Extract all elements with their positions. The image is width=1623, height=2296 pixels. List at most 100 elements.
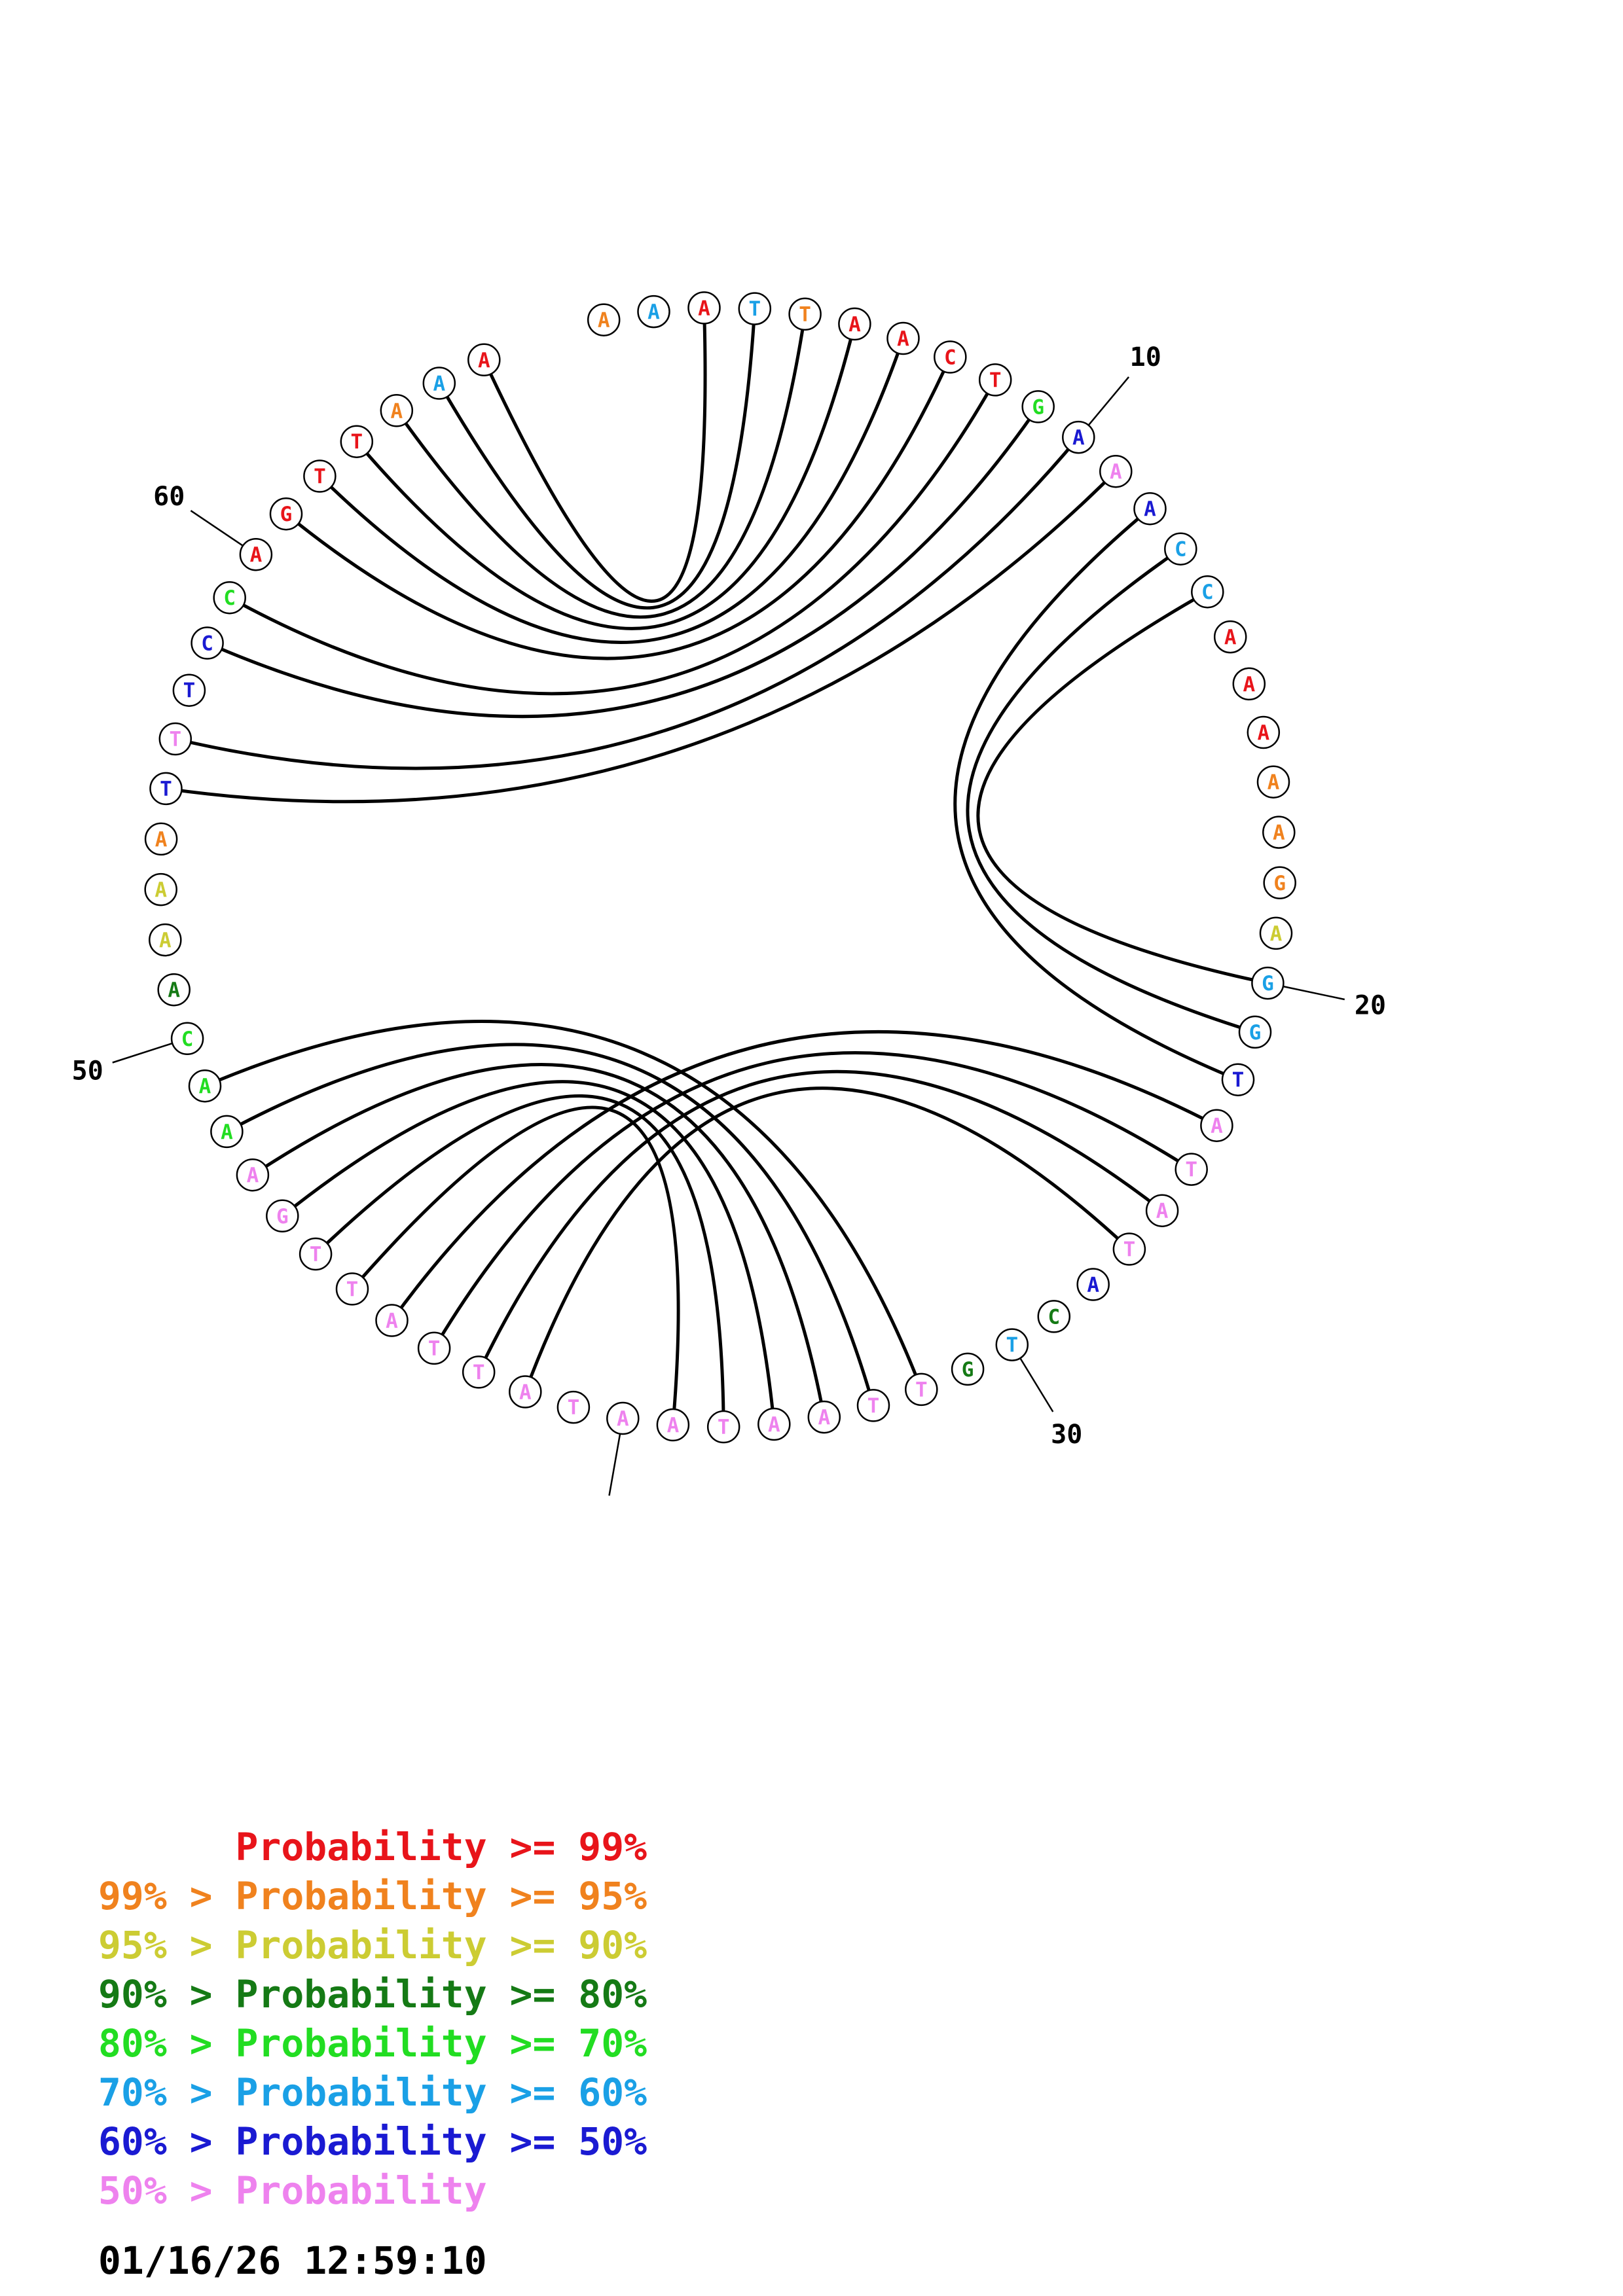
nucleotide-circle	[239, 537, 273, 571]
nucleotide-letter: A	[1243, 673, 1255, 696]
nucleotide: A	[1200, 1109, 1233, 1142]
position-label: 10	[1130, 342, 1161, 372]
nucleotide-letter: A	[250, 543, 263, 567]
legend-row: 95% > Probability >= 90%	[98, 1923, 647, 1967]
nucleotide: A	[239, 537, 273, 571]
nucleotide-circle	[556, 1390, 591, 1424]
nucleotide-circle	[637, 295, 670, 329]
nucleotide-circle	[1112, 1232, 1146, 1266]
nucleotide-circle	[1191, 575, 1224, 609]
nucleotide-letter: T	[160, 778, 172, 801]
nucleotide: A	[687, 291, 721, 325]
nucleotide: T	[1112, 1232, 1146, 1266]
nucleotide: A	[188, 1069, 222, 1103]
nucleotide-circle	[157, 973, 191, 1007]
nucleotide: T	[1175, 1153, 1208, 1186]
nucleotide-circle	[375, 1304, 409, 1337]
nucleotide-circle	[1232, 667, 1266, 701]
position-tick	[1019, 1357, 1054, 1412]
nucleotide: G	[1238, 1015, 1272, 1049]
nucleotide-circle	[335, 1272, 369, 1306]
base-pair-arc	[166, 470, 1118, 804]
nucleotide-circle	[1251, 966, 1285, 1000]
nucleotide-letter: G	[1262, 972, 1274, 996]
nucleotide: A	[606, 1401, 640, 1435]
nucleotide: C	[1191, 575, 1224, 609]
nucleotide-circle	[995, 1328, 1029, 1361]
position-label: 20	[1355, 990, 1386, 1020]
nucleotide-circle	[757, 1407, 791, 1441]
nucleotide: A	[422, 367, 456, 400]
position-tick	[190, 510, 244, 547]
nucleotide: A	[236, 1158, 270, 1192]
nucleotide: G	[1251, 966, 1285, 1000]
nucleotide: A	[149, 923, 182, 957]
nucleotide-circle	[299, 1237, 333, 1271]
nucleotide-circle	[587, 303, 621, 336]
nucleotide: C	[934, 340, 967, 374]
nucleotide: T	[340, 425, 374, 458]
nucleotide-letter: T	[428, 1337, 441, 1361]
nucleotide: A	[1232, 667, 1266, 701]
nucleotide-letter: A	[1087, 1274, 1099, 1297]
legend-row: 80% > Probability >= 70%	[98, 2021, 647, 2066]
nucleotide: C	[213, 581, 246, 615]
nucleotide-circle	[978, 363, 1012, 397]
nucleotide: A	[587, 303, 621, 336]
nucleotide: C	[191, 626, 224, 660]
nucleotide-letter: C	[1048, 1305, 1060, 1329]
nucleotide-letter: A	[897, 327, 909, 351]
nucleotide-circle	[1221, 1063, 1255, 1096]
nucleotide-letter: C	[223, 586, 236, 610]
nucleotide: A	[1099, 454, 1133, 488]
nucleotide-circle	[188, 1069, 222, 1103]
base-pair-arc	[228, 379, 997, 696]
nucleotide: T	[303, 459, 337, 493]
nucleotide-circle	[340, 425, 374, 458]
nucleotide-circle	[807, 1400, 841, 1434]
nucleotide-circle	[1145, 1194, 1179, 1227]
nucleotide-circle	[1262, 816, 1296, 849]
nucleotide-circle	[905, 1372, 938, 1407]
nucleotide: A	[144, 872, 177, 906]
nucleotide: A	[1259, 916, 1293, 950]
nucleotide-circle	[1133, 492, 1167, 526]
nucleotide-letter: A	[1072, 426, 1085, 450]
nucleotide-circle	[149, 772, 183, 806]
nucleotide-circle	[856, 1389, 890, 1422]
nucleotide-letter: A	[818, 1406, 830, 1429]
nucleotide-circle	[417, 1331, 451, 1365]
nucleotide-letter: T	[1006, 1334, 1018, 1357]
nucleotide-circle	[1021, 390, 1055, 423]
position-ticks: 102030405060	[72, 342, 1386, 1496]
nucleotide: C	[1164, 532, 1197, 565]
position-tick	[1283, 985, 1345, 1001]
nucleotide-circle	[213, 581, 246, 615]
base-pair-arc	[281, 1080, 776, 1425]
nucleotide: A	[1145, 1194, 1179, 1227]
nucleotide-letter: A	[155, 828, 168, 852]
nucleotide-letter: T	[568, 1396, 580, 1420]
nucleotide-letter: T	[183, 679, 196, 703]
nucleotide-circle	[706, 1410, 740, 1444]
nucleotide-letter: G	[280, 503, 293, 526]
nucleotide: A	[210, 1115, 244, 1149]
nucleotide-circle	[788, 297, 822, 331]
nucleotide: G	[951, 1352, 985, 1386]
nucleotide-circle	[1259, 916, 1293, 950]
nucleotide: T	[158, 722, 192, 756]
base-pair-arc	[318, 338, 905, 644]
nucleotide-letter: T	[346, 1278, 359, 1301]
nucleotide-letter: T	[799, 303, 811, 327]
nucleotide-circle	[687, 291, 721, 325]
nucleotide-letter: T	[310, 1243, 322, 1266]
nucleotide: A	[1256, 765, 1290, 798]
nucleotide: A	[509, 1375, 542, 1408]
position-label: 30	[1051, 1420, 1082, 1450]
nucleotide-letter: A	[433, 372, 445, 396]
nucleotide-letter: A	[617, 1407, 629, 1431]
base-pair-arc	[477, 1069, 1163, 1373]
nucleotide-circle	[606, 1401, 640, 1435]
nucleotide: A	[144, 822, 178, 856]
nucleotide-letter: A	[1270, 922, 1283, 946]
